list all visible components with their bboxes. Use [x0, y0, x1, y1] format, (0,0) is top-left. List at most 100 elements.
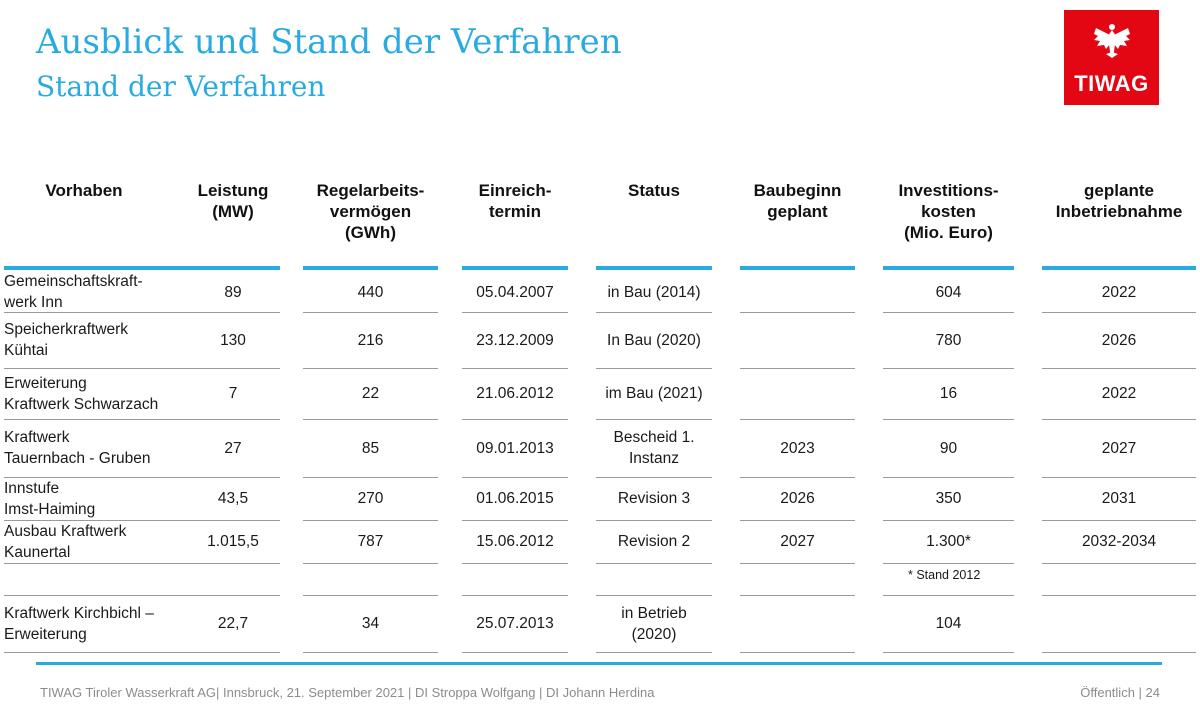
- row-divider: [462, 368, 568, 369]
- cell-text: Gemeinschaftskraft- werk Inn: [4, 273, 143, 311]
- project-name: Kraftwerk Tauernbach - Gruben: [4, 419, 186, 477]
- cell-text: 21.06.2012: [476, 385, 554, 402]
- row-divider: [596, 312, 712, 313]
- project-name: Innstufe Imst-Haiming: [4, 477, 186, 520]
- row-divider: [462, 312, 568, 313]
- table-cell: 27: [186, 419, 280, 477]
- row-divider: [186, 652, 280, 653]
- row-divider: [4, 368, 186, 369]
- table-cell: 104: [883, 595, 1014, 652]
- footer-info: TIWAG Tiroler Wasserkraft AG| Innsbruck,…: [40, 685, 655, 700]
- column-header: Baubeginn geplant: [740, 180, 855, 222]
- column-header: Investitions-kosten (Mio. Euro): [883, 180, 1014, 243]
- table-cell: 34: [303, 595, 438, 652]
- row-divider: [186, 595, 280, 596]
- tiwag-logo: TIWAG: [1064, 10, 1159, 105]
- page-title: Ausblick und Stand der Verfahren: [36, 22, 622, 62]
- header-underline: [303, 266, 438, 270]
- row-divider: [1042, 563, 1196, 564]
- cell-text: Kraftwerk Tauernbach - Gruben: [4, 429, 151, 467]
- row-divider: [1042, 312, 1196, 313]
- cell-text: 7: [228, 385, 238, 402]
- project-name: Gemeinschaftskraft- werk Inn: [4, 272, 186, 312]
- row-divider: [186, 312, 280, 313]
- row-divider: [596, 563, 712, 564]
- cell-text: 22,7: [217, 615, 249, 632]
- cell-text: 1.300*: [926, 533, 971, 550]
- table-cell: 22,7: [186, 595, 280, 652]
- row-divider: [1042, 477, 1196, 478]
- cell-text: 104: [935, 615, 962, 632]
- table-cell: 2022: [1042, 272, 1196, 312]
- table-cell: 89: [186, 272, 280, 312]
- column-header-line: Vorhaben: [45, 181, 123, 200]
- column-header-line: Investitions-: [898, 181, 999, 200]
- cell-text: In Bau (2020): [607, 331, 701, 349]
- table-cell: 85: [303, 419, 438, 477]
- cell-text: 270: [357, 490, 384, 507]
- table-cell: 7: [186, 368, 280, 419]
- row-divider: [596, 520, 712, 521]
- cell-text: in Betrieb (2020): [621, 604, 687, 643]
- table-cell: im Bau (2021): [596, 368, 712, 419]
- row-divider: [4, 563, 186, 564]
- row-divider: [596, 419, 712, 420]
- table-cell: 22: [303, 368, 438, 419]
- table-cell: 2022: [1042, 368, 1196, 419]
- table-cell: [1042, 595, 1196, 652]
- cell-text: 2022: [1101, 385, 1137, 402]
- cell-text: 1.015,5: [207, 533, 259, 550]
- logo-text: TIWAG: [1074, 71, 1149, 96]
- table-cell: in Betrieb (2020): [596, 595, 712, 652]
- cell-text: 34: [361, 615, 380, 632]
- row-divider: [883, 312, 1014, 313]
- cell-text: 27: [224, 439, 242, 457]
- cell-text: 43,5: [217, 490, 249, 507]
- row-divider: [303, 563, 438, 564]
- eagle-icon: [1094, 24, 1130, 58]
- column-header: geplante Inbetriebnahme: [1042, 180, 1196, 222]
- table-cell: 440: [303, 272, 438, 312]
- table-cell: 2032-2034: [1042, 520, 1196, 563]
- cell-text: 15.06.2012: [476, 533, 554, 550]
- cell-text: 787: [357, 533, 384, 550]
- project-name: Ausbau Kraftwerk Kaunertal: [4, 520, 186, 563]
- cell-text: 01.06.2015: [476, 490, 554, 507]
- table-cell: 2027: [1042, 419, 1196, 477]
- table-cell: [740, 272, 855, 312]
- row-divider: [740, 595, 855, 596]
- column-header: Einreich-termin: [462, 180, 568, 222]
- table-cell: 16: [883, 368, 1014, 419]
- row-divider: [4, 520, 186, 521]
- header-underline: [186, 266, 280, 270]
- table-cell: 604: [883, 272, 1014, 312]
- column-header-line: (MW): [212, 202, 254, 221]
- table-cell: 21.06.2012: [462, 368, 568, 419]
- cell-text: Revision 3: [617, 490, 691, 507]
- footer-page: Öffentlich | 24: [1080, 685, 1160, 700]
- column-header-line: Regelarbeits-: [316, 181, 425, 200]
- column-header-line: (GWh): [345, 223, 396, 242]
- cell-text: 780: [935, 331, 962, 349]
- header-underline: [883, 266, 1014, 270]
- header-underline: [1042, 266, 1196, 270]
- row-divider: [1042, 520, 1196, 521]
- row-divider: [186, 520, 280, 521]
- row-divider: [303, 520, 438, 521]
- table-cell: 1.300*: [883, 520, 1014, 563]
- cell-text: in Bau (2014): [607, 283, 701, 301]
- table-cell: [740, 312, 855, 368]
- row-divider: [303, 312, 438, 313]
- row-divider: [4, 312, 186, 313]
- footer-divider: [36, 662, 1162, 665]
- column-header: Leistung (MW): [186, 180, 280, 222]
- cell-text: 09.01.2013: [476, 439, 554, 457]
- row-divider: [883, 595, 1014, 596]
- cell-text: Innstufe Imst-Haiming: [4, 479, 96, 518]
- row-divider: [740, 312, 855, 313]
- row-divider: [1042, 368, 1196, 369]
- header-underline: [740, 266, 855, 270]
- row-divider: [883, 419, 1014, 420]
- table-cell: Revision 3: [596, 477, 712, 520]
- column-header-line: termin: [489, 202, 541, 221]
